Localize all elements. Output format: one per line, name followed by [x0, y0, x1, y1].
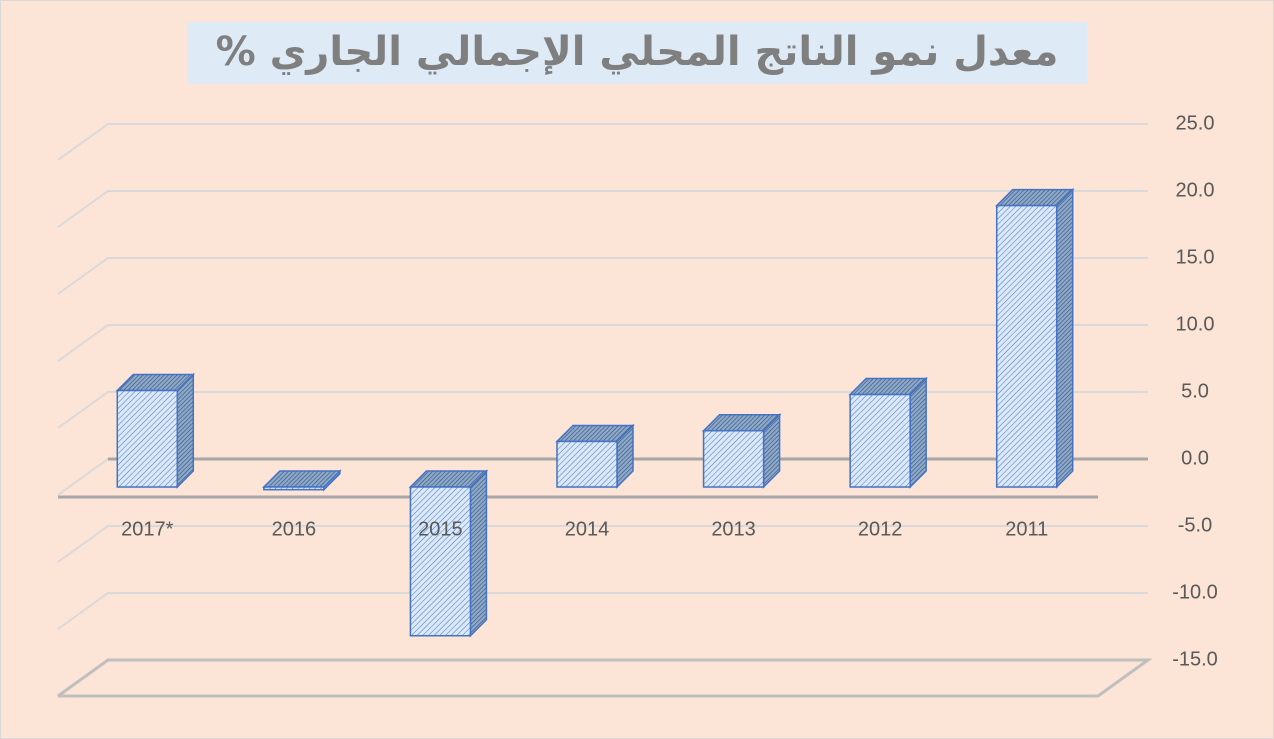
bar-front [556, 440, 618, 488]
bar-side [469, 469, 488, 638]
chart-title: معدل نمو الناتج المحلي الإجمالي الجاري % [216, 29, 1059, 75]
y-tick-label: 5.0 [1181, 380, 1209, 402]
bar [115, 372, 196, 489]
grid-line [57, 391, 1148, 429]
bar-side [909, 376, 927, 489]
bar-front [995, 204, 1058, 488]
bar [555, 423, 635, 489]
bar-front [116, 389, 179, 488]
grid-line [57, 123, 1148, 161]
bar-front [263, 486, 325, 491]
bar [994, 187, 1075, 489]
bar [848, 376, 928, 489]
bar [701, 412, 782, 489]
bar [408, 469, 489, 638]
bar-front [702, 429, 765, 488]
y-tick-label: 10.0 [1176, 313, 1215, 335]
grid-line [57, 324, 1148, 362]
y-tick-label: 0.0 [1181, 447, 1209, 469]
y-tick-label: -15.0 [1172, 648, 1218, 670]
y-tick-label: 15.0 [1176, 246, 1215, 268]
y-tick-label: 25.0 [1176, 112, 1215, 134]
bar [262, 469, 342, 492]
x-tick-label: 2011 [1005, 518, 1048, 540]
x-tick-label: 2012 [858, 518, 903, 540]
grid-line [57, 190, 1148, 228]
bar-front [849, 393, 911, 488]
x-tick-label: 2016 [272, 518, 317, 540]
grid-line [57, 592, 1148, 630]
x-tick-label: 2014 [565, 518, 610, 540]
x-tick-label: 2017* [121, 518, 173, 540]
x-tick-label: 2015 [418, 518, 463, 540]
x-tick-label: 2013 [711, 518, 756, 540]
grid-line [57, 658, 1153, 698]
title-box [187, 22, 1087, 84]
bar-side [1055, 187, 1074, 489]
grid-line [57, 257, 1148, 295]
y-tick-label: 20.0 [1176, 179, 1215, 201]
bar-front [409, 486, 472, 637]
bar-side [176, 372, 195, 489]
y-tick-label: -5.0 [1178, 514, 1212, 536]
y-tick-label: -10.0 [1172, 581, 1218, 603]
grid-line [57, 525, 1148, 563]
